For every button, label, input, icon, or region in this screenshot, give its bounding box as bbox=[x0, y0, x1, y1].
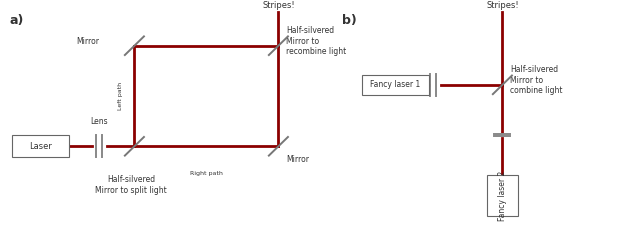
Text: Right path: Right path bbox=[190, 171, 223, 176]
Text: Half-silvered
Mirror to
combine light: Half-silvered Mirror to combine light bbox=[510, 65, 563, 95]
Text: Fancy laser 2: Fancy laser 2 bbox=[498, 170, 507, 221]
Text: Mirror: Mirror bbox=[286, 155, 309, 164]
Text: Mirror: Mirror bbox=[76, 37, 99, 46]
FancyBboxPatch shape bbox=[487, 175, 518, 215]
Text: Stripes!: Stripes! bbox=[262, 1, 294, 10]
FancyBboxPatch shape bbox=[12, 135, 69, 158]
FancyBboxPatch shape bbox=[362, 75, 429, 95]
Text: Stripes!: Stripes! bbox=[486, 1, 518, 10]
Text: Laser: Laser bbox=[29, 142, 52, 151]
Text: a): a) bbox=[10, 14, 24, 27]
Text: Left path: Left path bbox=[118, 82, 123, 110]
Text: Fancy laser 1: Fancy laser 1 bbox=[370, 80, 420, 89]
Text: Lens: Lens bbox=[90, 117, 108, 126]
Text: Half-silvered
Mirror to split light: Half-silvered Mirror to split light bbox=[95, 175, 167, 195]
Text: Half-silvered
Mirror to
recombine light: Half-silvered Mirror to recombine light bbox=[286, 26, 346, 56]
Text: b): b) bbox=[342, 14, 357, 27]
